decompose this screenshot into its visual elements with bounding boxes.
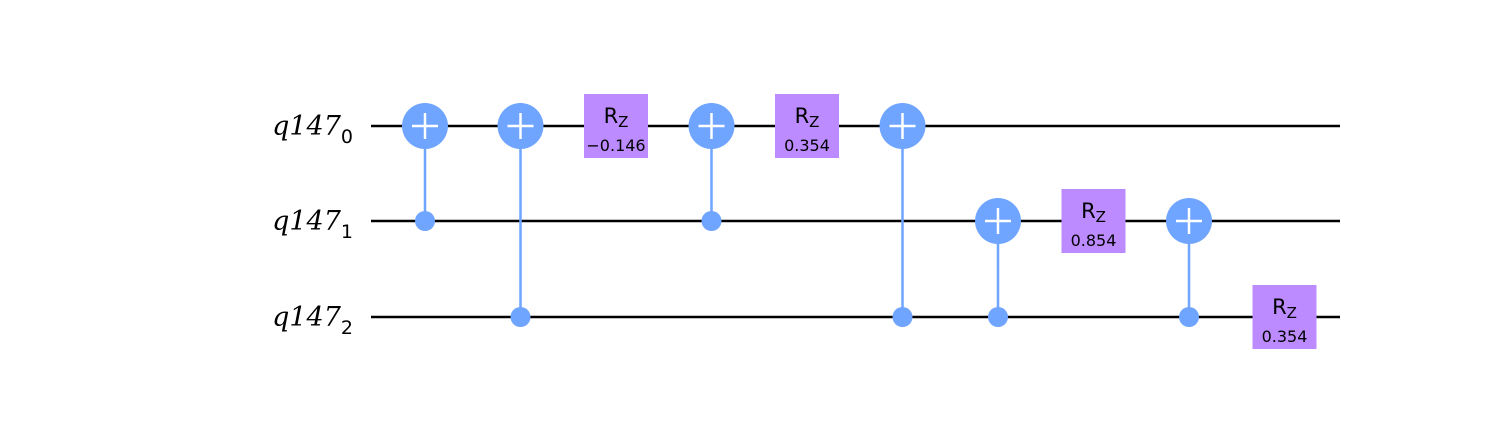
rz-gate: RZ 0.854 [1061, 189, 1126, 253]
rz-gate-box [1061, 189, 1126, 253]
control-dot [988, 307, 1008, 327]
cnot-gate [975, 198, 1021, 327]
rz-gate-param: 0.854 [1071, 231, 1117, 250]
target-plus-icon [1166, 198, 1212, 244]
rz-gate-label-main: R [604, 104, 619, 128]
control-dot [415, 211, 435, 231]
qubit-index: 2 [341, 317, 353, 339]
qubit-label-0: q1470 [272, 111, 353, 148]
qubit-label-1: q1471 [272, 206, 353, 243]
rz-gate-box [1252, 285, 1317, 349]
rz-gate-box [775, 94, 839, 158]
target-plus-icon [879, 103, 926, 149]
rz-gate-label-sub: Z [618, 113, 628, 131]
rz-gate-param: 0.354 [1262, 327, 1308, 346]
rz-gate-label-main: R [1272, 295, 1287, 319]
rz-gate-label-main: R [795, 104, 810, 128]
rz-gate-param: 0.354 [784, 136, 830, 155]
rz-gate-label-sub: Z [809, 113, 819, 131]
rz-gate-label-main: R [1081, 199, 1096, 223]
target-plus-icon [688, 103, 735, 149]
rz-gate-param: −0.146 [586, 136, 645, 155]
rz-gate-label: RZ [604, 104, 629, 131]
qubit-index: 0 [341, 126, 353, 148]
rz-gate-label-sub: Z [1287, 304, 1297, 322]
rz-gate: RZ 0.354 [775, 94, 839, 158]
rz-gate: RZ 0.354 [1252, 285, 1317, 349]
qubit-label-2: q1472 [272, 302, 353, 339]
control-dot [892, 307, 913, 327]
control-dot [701, 211, 722, 231]
control-dot [510, 307, 531, 327]
target-plus-icon [402, 103, 448, 149]
cnot-gate [688, 103, 735, 231]
rz-gate: RZ −0.146 [584, 94, 648, 158]
target-plus-icon [497, 103, 544, 149]
rz-gate-box [584, 94, 648, 158]
rz-gate-label-sub: Z [1096, 208, 1106, 226]
target-plus-icon [975, 198, 1021, 244]
cnot-gate [402, 103, 448, 231]
qubit-index: 1 [341, 221, 353, 243]
qubit-name: q147 [272, 111, 342, 142]
qubit-name: q147 [272, 302, 342, 333]
cnot-gate [1166, 198, 1212, 327]
cnot-gate [879, 103, 926, 327]
rz-gate-label: RZ [1272, 295, 1297, 322]
rz-gate-label: RZ [1081, 199, 1106, 226]
control-dot [1179, 307, 1199, 327]
qubit-name: q147 [272, 206, 342, 237]
rz-gate-label: RZ [795, 104, 820, 131]
cnot-gate [497, 103, 544, 327]
